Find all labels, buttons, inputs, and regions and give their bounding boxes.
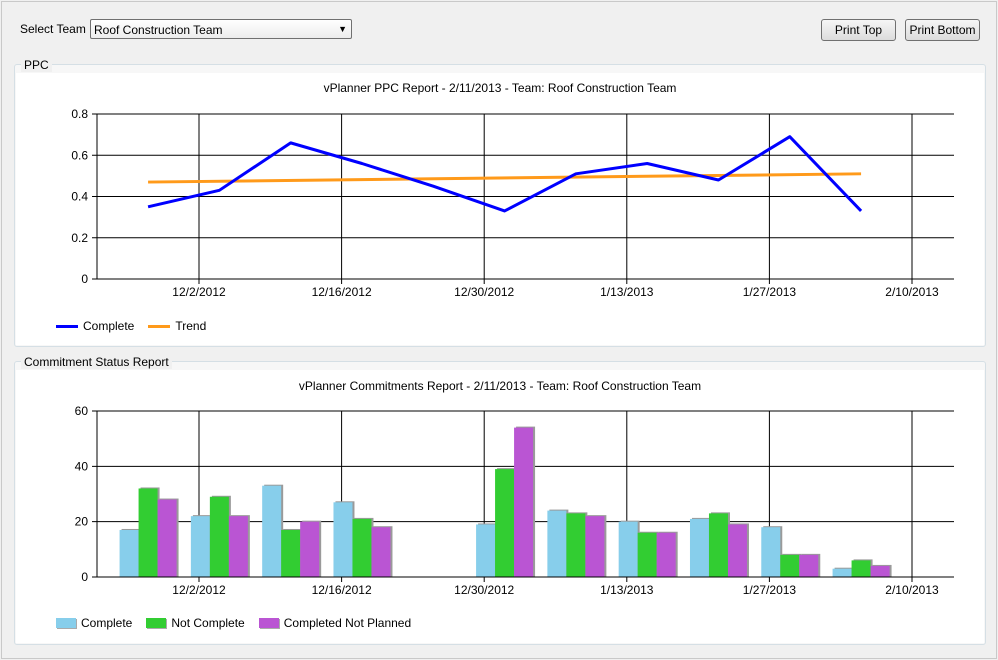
commit-bar-not-complete <box>495 469 515 577</box>
legend-swatch-bar-not-complete <box>146 618 167 628</box>
commit-bar-not-complete <box>708 513 728 577</box>
commit-bar-completed-not-planned <box>870 565 890 577</box>
team-select-value: Roof Construction Team <box>94 23 223 37</box>
legend-item-bar-complete: Complete <box>56 616 132 630</box>
print-bottom-button[interactable]: Print Bottom <box>905 19 980 41</box>
commit-bar-completed-not-planned <box>371 527 391 577</box>
commit-y-tick-label: 20 <box>75 515 89 529</box>
commit-bar-completed-not-planned <box>656 532 676 577</box>
commit-bar-complete <box>119 529 139 577</box>
commit-bar-complete <box>832 568 852 577</box>
ppc-y-tick-label: 0.6 <box>71 148 88 162</box>
commit-bar-not-complete <box>209 496 229 577</box>
commit-bar-complete <box>333 502 353 577</box>
commit-x-tick-label: 2/10/2013 <box>885 583 939 597</box>
legend-label-bar-complete: Complete <box>81 616 133 630</box>
commit-bar-complete <box>618 521 638 577</box>
legend-label-trend: Trend <box>175 319 207 333</box>
legend-label-complete: Complete <box>83 319 135 333</box>
ppc-x-tick-label: 12/16/2012 <box>312 285 372 299</box>
ppc-x-tick-label: 2/10/2013 <box>885 285 939 299</box>
legend-swatch-trend <box>148 324 171 328</box>
chevron-down-icon[interactable]: ▼ <box>338 24 347 34</box>
commit-x-tick-label: 12/2/2012 <box>172 583 226 597</box>
commit-bar-not-complete <box>637 532 657 577</box>
commitment-group: Commitment Status Report vPlanner Commit… <box>14 355 986 645</box>
commit-bar-not-complete <box>566 513 586 577</box>
ppc-x-tick-label: 12/30/2012 <box>454 285 514 299</box>
commitment-chart-panel: vPlanner Commitments Report - 2/11/2013 … <box>16 370 984 643</box>
ppc-group: PPC vPlanner PPC Report - 2/11/2013 - Te… <box>14 58 986 347</box>
commitment-chart-title: vPlanner Commitments Report - 2/11/2013 … <box>298 379 702 393</box>
commit-x-tick-label: 1/13/2013 <box>600 583 654 597</box>
commit-bar-complete <box>689 518 709 577</box>
commit-x-tick-label: 12/30/2012 <box>454 583 514 597</box>
legend-swatch-bar-completed-not-planned <box>258 618 279 628</box>
commit-y-tick-label: 60 <box>75 404 89 418</box>
ppc-y-tick-label: 0.4 <box>71 190 88 204</box>
ppc-chart-title: vPlanner PPC Report - 2/11/2013 - Team: … <box>323 81 677 95</box>
commit-bar-completed-not-planned <box>727 524 747 577</box>
legend-item-trend: Trend <box>148 319 206 333</box>
ppc-x-tick-label: 1/13/2013 <box>600 285 654 299</box>
ppc-chart-panel: vPlanner PPC Report - 2/11/2013 - Team: … <box>16 73 984 345</box>
ppc-legend: Complete Trend <box>56 319 220 333</box>
ppc-x-tick-label: 1/27/2013 <box>743 285 797 299</box>
commit-x-tick-label: 12/16/2012 <box>312 583 372 597</box>
commit-bar-complete <box>262 485 282 577</box>
commit-bar-completed-not-planned <box>799 554 819 577</box>
commit-bar-not-complete <box>352 518 372 577</box>
commit-y-tick-label: 0 <box>81 570 88 584</box>
commit-bar-complete <box>761 527 781 577</box>
commit-bar-not-complete <box>281 529 301 577</box>
ppc-y-tick-label: 0.2 <box>71 231 88 245</box>
legend-label-bar-completed-not-planned: Completed Not Planned <box>283 616 412 630</box>
ppc-group-title: PPC <box>21 58 52 72</box>
legend-item-bar-completed-not-planned: Completed Not Planned <box>258 616 412 630</box>
ppc-x-tick-label: 12/2/2012 <box>172 285 226 299</box>
commitment-group-title: Commitment Status Report <box>21 355 172 369</box>
commit-bar-complete <box>190 516 210 577</box>
ppc-series-trend-line <box>148 172 862 184</box>
team-select[interactable]: Roof Construction Team ▼ <box>90 19 352 39</box>
commitment-chart: 0 20 40 60 12/2/2012 12/16/2012 12/30/2012 1/13… <box>75 404 954 597</box>
ppc-y-tick-label: 0.8 <box>71 107 88 121</box>
commit-x-tick-label: 1/27/2013 <box>743 583 797 597</box>
legend-item-complete: Complete <box>56 319 134 333</box>
legend-item-bar-not-complete: Not Complete <box>146 616 245 630</box>
legend-label-bar-not-complete: Not Complete <box>171 616 245 630</box>
commit-bar-completed-not-planned <box>585 516 605 577</box>
commit-bar-not-complete <box>780 554 800 577</box>
legend-swatch-bar-complete <box>56 618 76 628</box>
ppc-series-complete-line <box>147 135 863 213</box>
commit-bar-not-complete <box>851 560 871 577</box>
select-team-label: Select Team <box>20 22 86 36</box>
commit-bar-completed-not-planned <box>300 521 320 577</box>
ppc-chart: 0 0.2 0.4 0.6 0.8 12/2/2012 12/16/2012 12/30/20… <box>71 107 954 299</box>
ppc-y-tick-label: 0 <box>81 272 88 286</box>
commit-bar-complete <box>547 510 567 577</box>
commitment-legend: Complete Not Complete Completed Not Plan… <box>56 616 425 630</box>
print-top-button[interactable]: Print Top <box>821 19 896 41</box>
commit-y-tick-label: 40 <box>75 459 89 473</box>
commit-bar-complete <box>476 524 496 577</box>
legend-swatch-complete <box>56 324 78 328</box>
commit-bar-not-complete <box>138 488 158 577</box>
commit-bar-completed-not-planned <box>514 427 534 577</box>
commit-bar-completed-not-planned <box>157 499 177 577</box>
commit-bar-completed-not-planned <box>228 516 248 577</box>
